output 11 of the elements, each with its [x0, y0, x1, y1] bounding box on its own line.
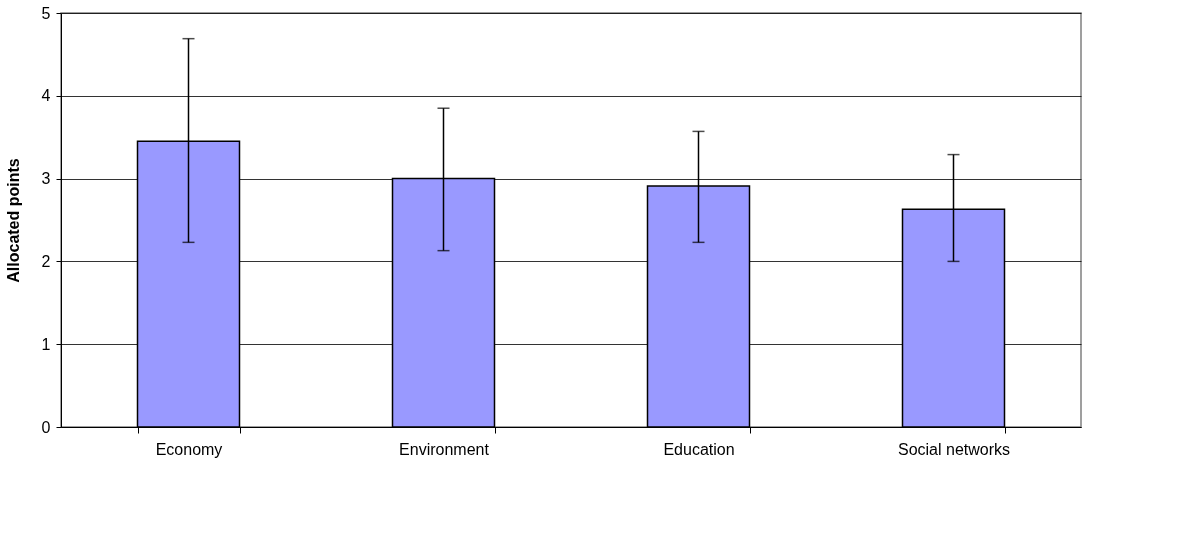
y-tick-label: 2: [41, 252, 51, 270]
y-tick-label: 3: [41, 170, 51, 188]
x-tick-label: Education: [663, 440, 735, 458]
y-tick-label: 5: [41, 4, 51, 22]
y-tick-label: 1: [41, 335, 51, 353]
y-tick-label: 4: [41, 87, 51, 105]
y-axis-title: Allocated points: [4, 158, 22, 283]
x-tick-label: Economy: [155, 440, 223, 458]
x-tick-label: Environment: [399, 440, 490, 458]
y-tick-label: 0: [41, 418, 51, 436]
x-tick-label: Social networks: [897, 440, 1011, 458]
